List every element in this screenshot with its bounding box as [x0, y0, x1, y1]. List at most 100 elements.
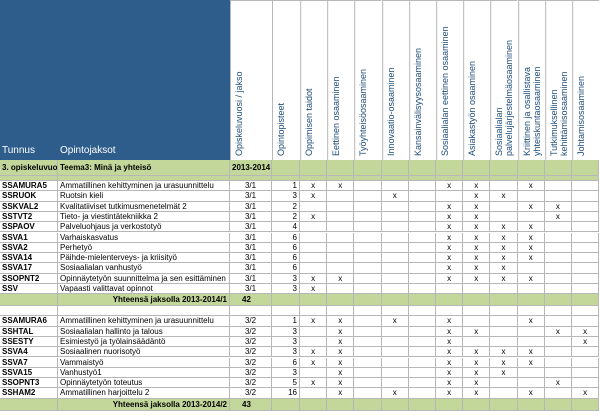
competence-mark — [572, 253, 600, 264]
competence-mark — [572, 181, 600, 192]
competence-mark: x — [463, 367, 491, 379]
competence-mark: x — [436, 232, 464, 243]
course-name: Vanhustyö1 — [58, 367, 230, 379]
competence-mark — [354, 232, 382, 243]
competence-mark — [544, 336, 572, 348]
competence-mark: x — [436, 357, 464, 368]
competence-mark: x — [490, 242, 518, 254]
competence-mark: x — [436, 316, 464, 327]
competence-mark: x — [300, 191, 328, 202]
competence-mark — [572, 201, 600, 212]
competence-mark: x — [381, 316, 409, 327]
course-code: SSOPNT3 — [0, 378, 58, 389]
course-credits: 3 — [272, 326, 300, 337]
competence-mark — [408, 284, 436, 295]
competence-mark — [490, 336, 518, 348]
competence-mark: x — [436, 378, 464, 389]
total-cell — [517, 294, 545, 307]
spacer-cell — [300, 176, 328, 181]
competence-mark — [436, 191, 464, 202]
section-theme: Teema3: Minä ja yhteisö — [58, 160, 230, 176]
competence-mark — [572, 232, 600, 243]
competence-mark: x — [572, 336, 600, 348]
competence-mark — [354, 388, 382, 399]
competence-mark: x — [300, 273, 328, 284]
section-cell — [436, 160, 464, 176]
competence-mark — [572, 211, 600, 223]
competence-mark: x — [463, 211, 491, 223]
course-name: Sosiaalialan hallinto ja talous — [58, 326, 230, 337]
spacer-cell — [544, 176, 572, 181]
competence-mark: x — [327, 336, 355, 348]
competence-mark: x — [463, 326, 491, 337]
blank-cell — [300, 306, 328, 317]
course-period: 3/1 — [230, 263, 272, 274]
competence-mark — [381, 232, 409, 243]
competence-mark: x — [463, 357, 491, 368]
total-cell — [463, 294, 491, 307]
column-header: Kriittinen ja osallistava yhteiskuntaosa… — [517, 0, 545, 160]
course-name: Sosiaalinen nuorisotyö — [58, 347, 230, 358]
competence-mark — [300, 201, 328, 212]
course-name: Ammatillinen harjoittelu 2 — [58, 388, 230, 399]
course-credits: 3 — [272, 191, 300, 202]
competence-mark: x — [463, 388, 491, 399]
course-period: 3/2 — [230, 378, 272, 389]
spacer-cell — [517, 176, 545, 181]
competence-mark — [354, 242, 382, 254]
competence-mark: x — [327, 367, 355, 379]
competence-mark — [300, 263, 328, 274]
competence-mark: x — [544, 201, 572, 212]
competence-mark: x — [517, 388, 545, 399]
course-name: Perhetyö — [58, 242, 230, 254]
competence-mark: x — [436, 201, 464, 212]
competence-mark — [300, 336, 328, 348]
competence-mark — [408, 232, 436, 243]
competence-mark — [408, 326, 436, 337]
competence-mark — [327, 222, 355, 233]
spacer-cell — [327, 176, 355, 181]
competence-mark: x — [463, 273, 491, 284]
competence-mark — [327, 191, 355, 202]
course-period: 3/1 — [230, 242, 272, 254]
competence-mark — [354, 222, 382, 233]
competence-mark: x — [381, 388, 409, 399]
course-name: Vapaasti valittavat opinnot — [58, 284, 230, 295]
competence-mark: x — [327, 316, 355, 327]
competence-mark: x — [517, 242, 545, 254]
column-header: Asiakastyön osaaminen — [463, 0, 491, 160]
section-cell — [408, 160, 436, 176]
competence-mark — [490, 284, 518, 295]
total-cell — [327, 294, 355, 307]
competence-mark — [381, 284, 409, 295]
spacer-cell — [572, 176, 600, 181]
section-cell — [300, 160, 328, 176]
competence-mark — [408, 181, 436, 192]
competence-mark — [300, 388, 328, 399]
column-header: Opintopisteet — [272, 0, 300, 160]
competence-mark: x — [517, 316, 545, 327]
competence-mark — [490, 326, 518, 337]
course-code: SSVA1 — [0, 232, 58, 243]
total-cell — [354, 398, 382, 411]
competence-mark — [354, 263, 382, 274]
competence-mark: x — [463, 191, 491, 202]
total-spacer — [0, 294, 58, 307]
competence-mark: x — [490, 222, 518, 233]
blank-cell — [572, 306, 600, 317]
course-code: SSRUOK — [0, 191, 58, 202]
total-cell — [544, 398, 572, 411]
competence-mark — [354, 316, 382, 327]
competence-mark — [544, 347, 572, 358]
course-name: Kvalitatiiviset tutkimusmenetelmät 2 — [58, 201, 230, 212]
competence-mark: x — [436, 242, 464, 254]
column-header: Kansainvälisyysosaaminen — [408, 0, 436, 160]
course-period: 3/2 — [230, 336, 272, 348]
column-header: Eettinen osaaminen — [327, 0, 355, 160]
competence-mark — [354, 211, 382, 223]
course-period: 3/2 — [230, 357, 272, 368]
course-credits: 3 — [272, 367, 300, 379]
blank-cell — [517, 306, 545, 317]
section-year: 3. opiskeluvuosi — [0, 160, 58, 176]
competence-mark — [327, 284, 355, 295]
